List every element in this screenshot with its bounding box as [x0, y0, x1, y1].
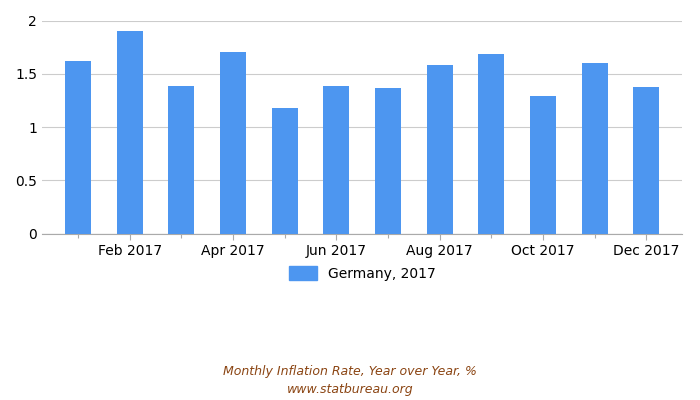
Bar: [169, 86, 195, 234]
Bar: [220, 52, 246, 234]
Bar: [65, 61, 91, 234]
Bar: [272, 108, 298, 234]
Bar: [634, 86, 659, 234]
Bar: [582, 63, 608, 234]
Bar: [530, 96, 556, 234]
Text: Monthly Inflation Rate, Year over Year, %: Monthly Inflation Rate, Year over Year, …: [223, 366, 477, 378]
Text: www.statbureau.org: www.statbureau.org: [287, 384, 413, 396]
Legend: Germany, 2017: Germany, 2017: [284, 260, 441, 286]
Bar: [117, 31, 143, 234]
Bar: [375, 88, 401, 234]
Bar: [323, 86, 349, 234]
Bar: [427, 65, 453, 234]
Bar: [478, 54, 504, 234]
